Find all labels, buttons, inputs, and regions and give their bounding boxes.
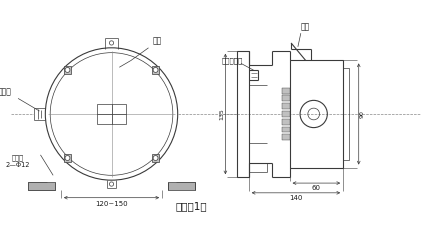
Bar	[28, 182, 55, 190]
Text: 120~150: 120~150	[95, 201, 128, 207]
Circle shape	[109, 41, 114, 45]
Circle shape	[65, 155, 70, 160]
Bar	[64, 154, 72, 162]
Text: 60: 60	[312, 185, 321, 191]
Text: 135: 135	[219, 108, 224, 120]
Bar	[152, 66, 160, 74]
Circle shape	[153, 67, 158, 72]
Bar	[97, 104, 126, 124]
Text: 摆臂: 摆臂	[301, 22, 310, 31]
Bar	[237, 51, 249, 177]
Bar	[282, 134, 290, 140]
Text: 手动复位钮: 手动复位钮	[221, 57, 243, 64]
Bar	[282, 103, 290, 109]
Bar	[282, 96, 290, 101]
Bar	[152, 154, 160, 162]
Bar	[282, 127, 290, 133]
Circle shape	[109, 182, 114, 186]
Text: 壳体: 壳体	[152, 37, 162, 45]
Bar	[282, 88, 290, 94]
Bar	[168, 182, 195, 190]
Bar	[290, 60, 343, 168]
Circle shape	[65, 67, 70, 72]
Text: 90: 90	[360, 110, 365, 118]
Bar	[343, 68, 349, 160]
Bar	[282, 111, 290, 117]
Bar	[64, 66, 72, 74]
Circle shape	[153, 155, 158, 160]
Bar	[282, 119, 290, 125]
Text: 见图（1）: 见图（1）	[176, 201, 207, 211]
Text: 出线口: 出线口	[0, 87, 11, 96]
Text: 安装孔
2—Φ12: 安装孔 2—Φ12	[6, 155, 30, 168]
Text: 140: 140	[289, 195, 303, 201]
